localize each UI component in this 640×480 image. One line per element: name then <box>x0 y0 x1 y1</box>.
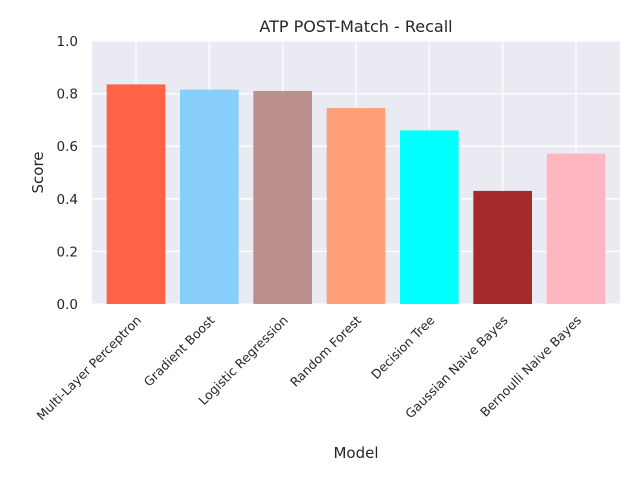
bar-logistic-regression <box>253 90 312 304</box>
bar-bernoulli-naive-bayes <box>546 153 606 304</box>
y-tick-label: 1.0 <box>57 34 78 50</box>
y-axis-label: Score <box>29 151 47 193</box>
bar-gaussian-naive-bayes <box>473 190 532 304</box>
x-tick-label: Random Forest <box>287 312 364 389</box>
y-tick-label: 0.4 <box>57 192 78 208</box>
bar-random-forest <box>326 108 386 304</box>
y-tick-label: 0.6 <box>57 139 78 155</box>
x-tick-label: Decision Tree <box>368 312 438 382</box>
bars <box>106 84 606 305</box>
x-axis-label: Model <box>333 444 378 462</box>
y-tick-label: 0.2 <box>57 244 78 260</box>
bar-gradient-boost <box>180 89 239 304</box>
chart-title: ATP POST-Match - Recall <box>259 17 452 36</box>
y-tick-label: 0.0 <box>57 297 78 313</box>
y-tick-labels: 0.0 0.2 0.4 0.6 0.8 1.0 <box>57 34 78 313</box>
y-tick-label: 0.8 <box>57 87 78 103</box>
x-tick-label: Gradient Boost <box>141 312 218 389</box>
x-tick-label: Multi-Layer Perceptron <box>34 313 145 424</box>
bar-multi-layer-perceptron <box>106 84 166 305</box>
bar-decision-tree <box>400 130 459 304</box>
